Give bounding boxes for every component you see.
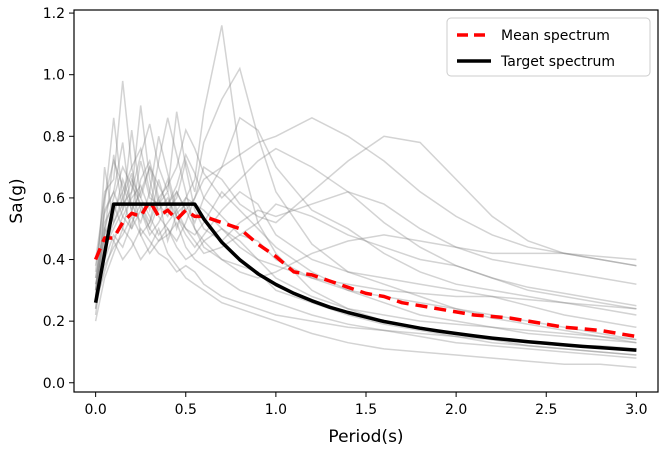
record-spectrum-line-10	[94, 117, 637, 279]
y-axis-label: Sa(g)	[7, 178, 27, 223]
record-spectrum-line-9	[94, 136, 637, 341]
record-spectrum-line-13	[94, 177, 637, 310]
x-tick-label: 2.5	[535, 402, 557, 418]
record-spectrum-line-3	[94, 116, 637, 285]
y-tick-label: 0.6	[43, 191, 65, 207]
y-axis-ticks: 0.0 0.2 0.4 0.6 0.8 1.0 1.2	[43, 6, 74, 392]
x-tick-label: 0.0	[84, 402, 106, 418]
x-tick-label: 3.0	[625, 402, 647, 418]
target-spectrum-line	[93, 202, 637, 352]
x-tick-label: 0.5	[175, 402, 197, 418]
x-tick-label: 1.0	[265, 402, 287, 418]
y-tick-label: 1.2	[43, 6, 65, 22]
y-tick-label: 0.0	[43, 376, 65, 392]
x-tick-label: 2.0	[445, 402, 467, 418]
mean-spectrum-line	[93, 199, 637, 339]
y-tick-label: 1.0	[43, 68, 65, 84]
x-tick-label: 1.5	[355, 402, 377, 418]
record-spectrum-line-18	[94, 190, 637, 356]
legend: Mean spectrum Target spectrum	[446, 17, 651, 77]
x-axis-ticks: 0.0 0.5 1.0 1.5 2.0 2.5 3.0	[84, 392, 648, 418]
record-spectrum-line-8	[94, 202, 637, 359]
record-spectrum-line-5	[94, 80, 637, 344]
series-lines	[93, 199, 637, 352]
record-spectrum-line-4	[94, 116, 637, 316]
legend-label-mean: Mean spectrum	[501, 28, 610, 44]
record-spectrum-line-7	[94, 105, 637, 279]
x-axis-label: Period(s)	[328, 427, 403, 447]
y-tick-label: 0.2	[43, 314, 65, 330]
legend-box	[446, 17, 651, 77]
record-spectrum-line-14	[94, 227, 637, 350]
record-spectrum-line-11	[94, 226, 637, 369]
background-curves	[94, 25, 637, 369]
y-tick-label: 0.4	[43, 253, 65, 269]
record-spectrum-line-17	[94, 146, 637, 329]
legend-label-target: Target spectrum	[500, 54, 615, 70]
record-spectrum-line-16	[94, 214, 637, 341]
record-spectrum-line-12	[94, 127, 637, 310]
y-tick-label: 0.8	[43, 129, 65, 145]
